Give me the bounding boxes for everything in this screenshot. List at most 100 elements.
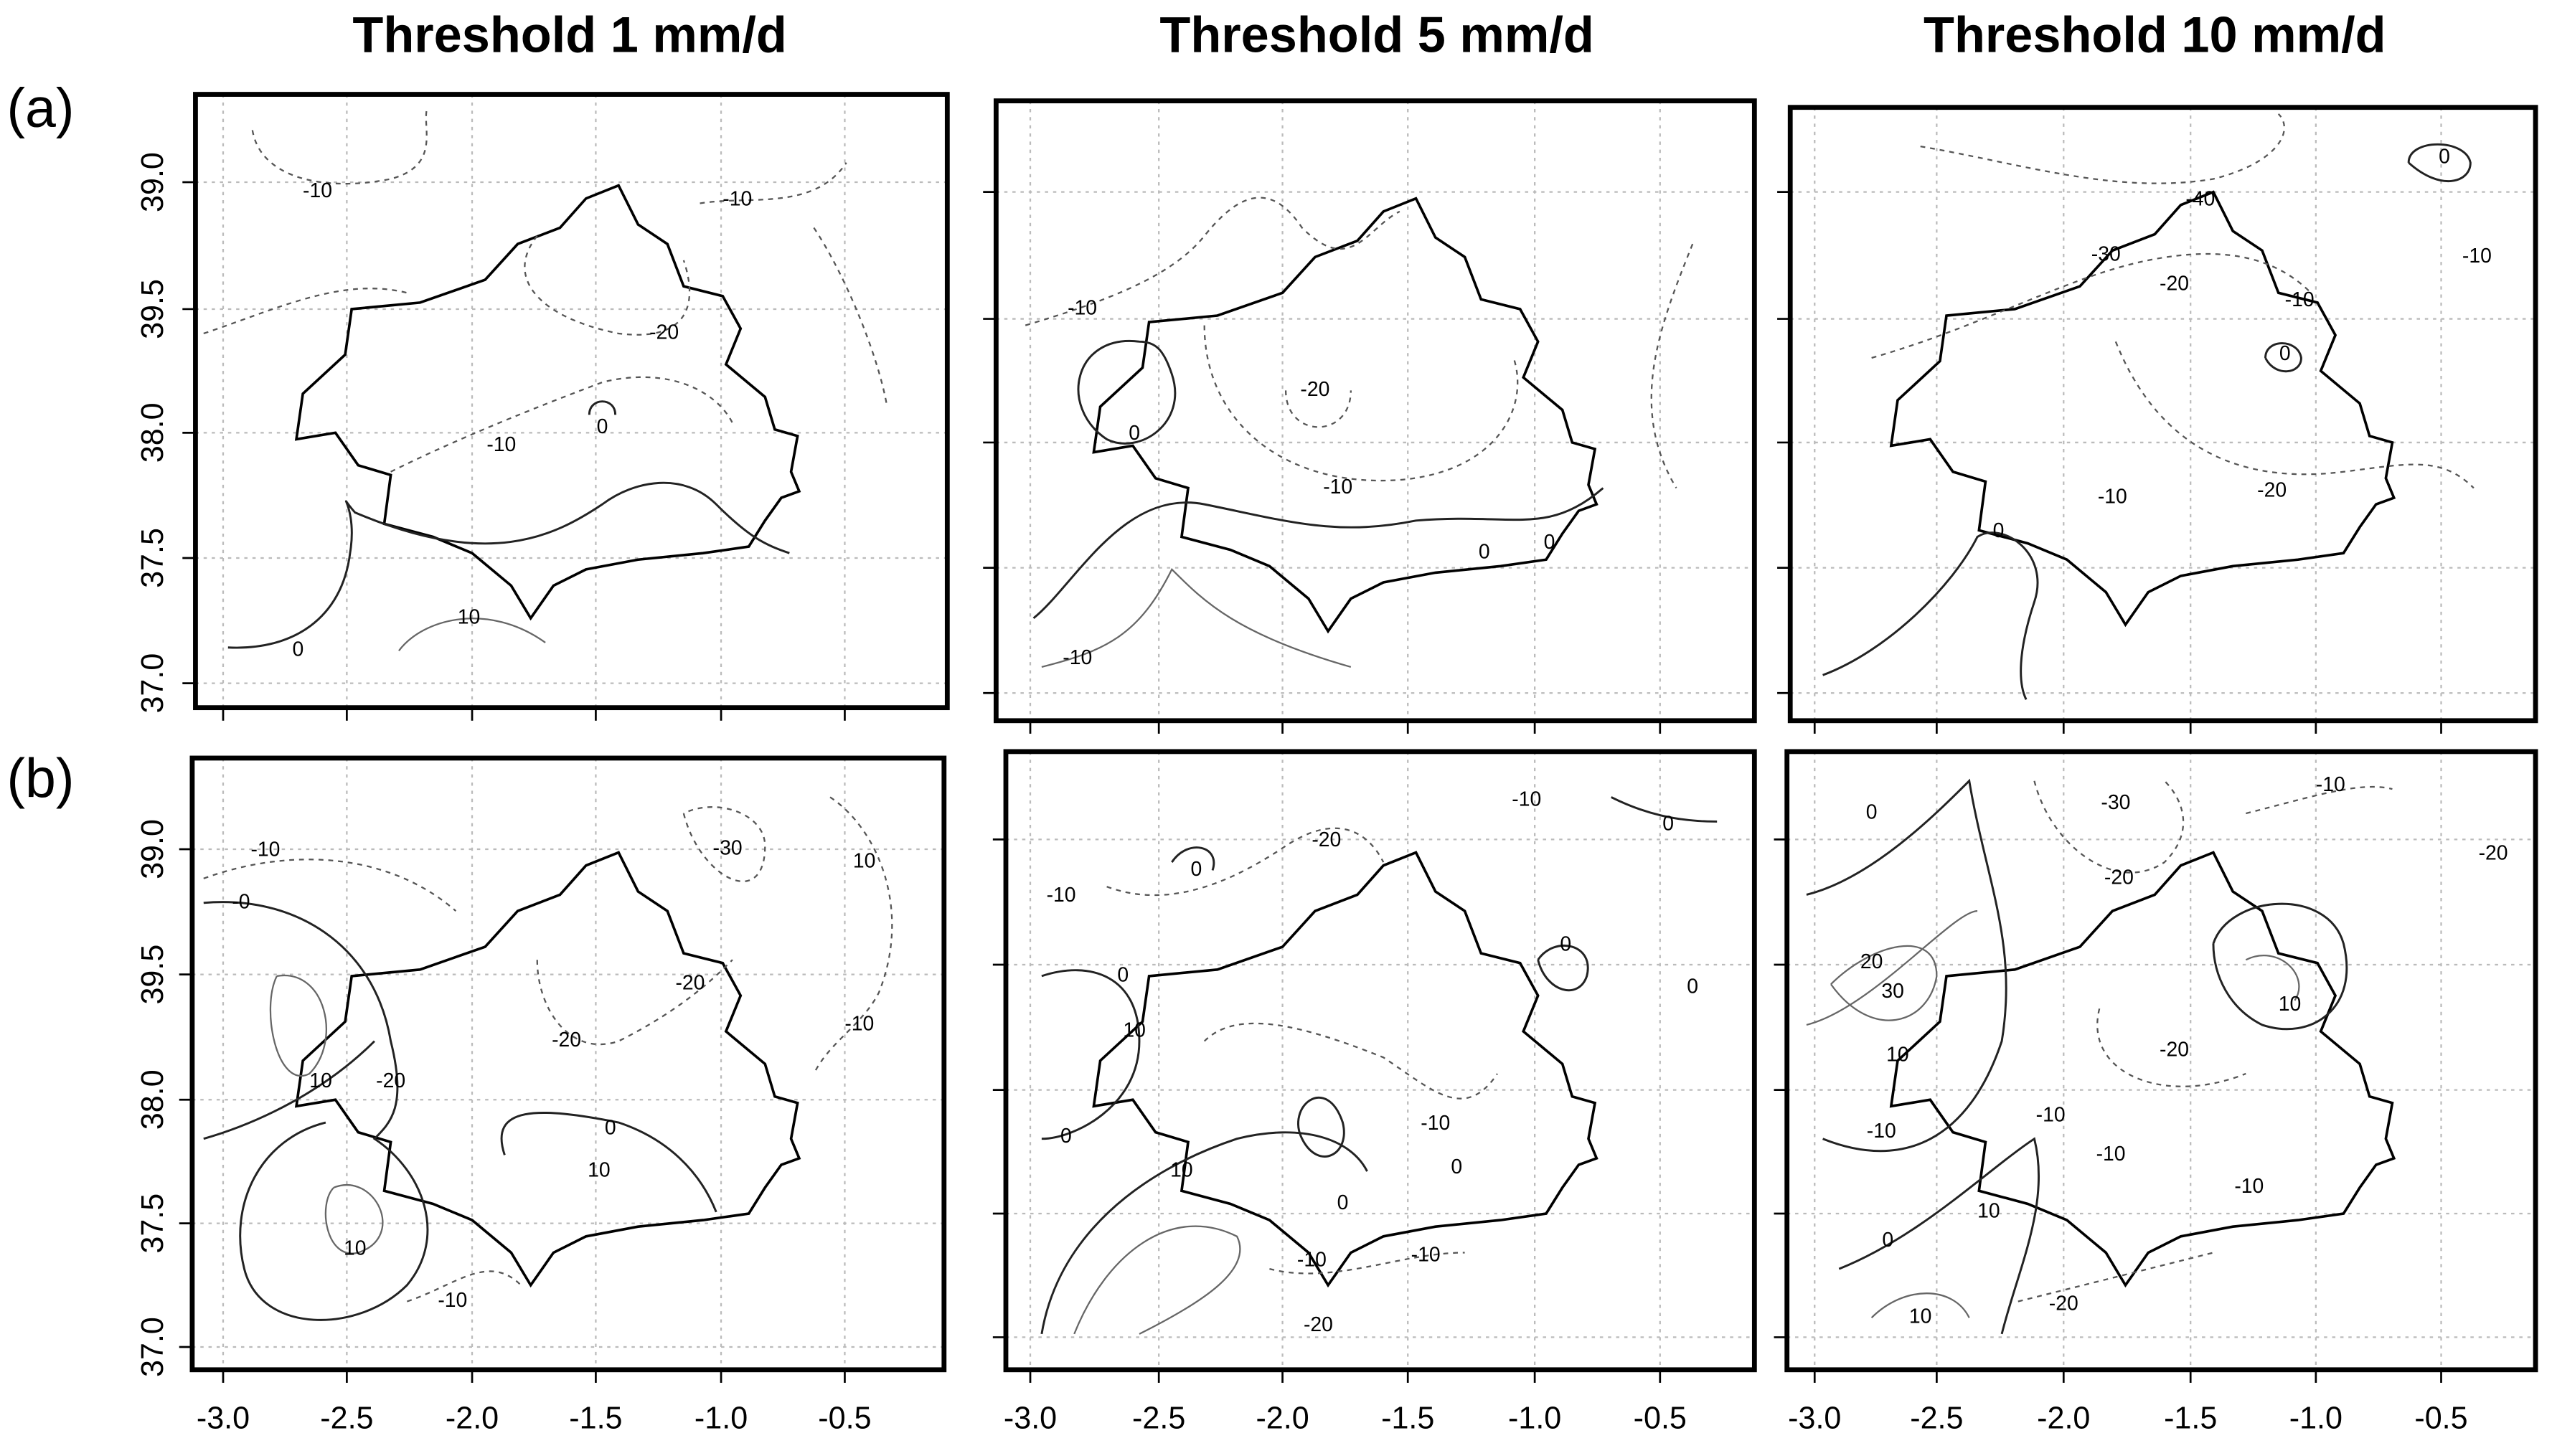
contour-label: -10 [2096, 1143, 2126, 1166]
contour-label: 20 [1860, 950, 1883, 973]
contour-label: -10 [1421, 1112, 1450, 1135]
contour-label: 10 [1123, 1018, 1146, 1041]
x-tick-label: -2.5 [1132, 1401, 1185, 1435]
contour-label: -10 [1047, 884, 1076, 907]
contour-label: 0 [597, 415, 608, 438]
contour-label: -10 [844, 1012, 874, 1035]
panel-frame [1784, 749, 2538, 1373]
region-outline [295, 851, 801, 1287]
contour-label: -10 [1512, 788, 1541, 810]
contour-label: 10 [2279, 993, 2302, 1016]
x-tick-label: -1.5 [2164, 1401, 2217, 1435]
contour-label: -10 [2098, 486, 2127, 509]
panel-frame [1787, 105, 2538, 724]
contour-label: 0 [1060, 1125, 1072, 1148]
contour-label: -10 [2462, 245, 2492, 268]
x-tick-label: -3.0 [197, 1401, 250, 1435]
contour-label: 10 [853, 850, 876, 873]
contour-label: 30 [1881, 980, 1904, 1003]
contour-label: -10 [1323, 476, 1352, 498]
contours-b3 [1806, 778, 2393, 1335]
contour-label: -10 [722, 187, 752, 210]
contour-label: 0 [292, 638, 303, 661]
contour-label: -10 [250, 838, 280, 861]
contour-label: -10 [1297, 1248, 1327, 1271]
contour-label: -40 [2185, 187, 2215, 210]
contours-b2 [1040, 796, 1718, 1335]
contour-label: -10 [1411, 1244, 1441, 1267]
contour-label: 0 [1117, 963, 1129, 986]
x-tick-label: -1.5 [1381, 1401, 1434, 1435]
contour-label: -20 [675, 972, 705, 995]
panel-frame [193, 92, 950, 711]
contour-label: 0 [1451, 1155, 1462, 1178]
contour-label: -0 [232, 890, 250, 913]
contour-label: -20 [1312, 828, 1341, 851]
panel-frame [189, 755, 947, 1373]
contour-label: -10 [2285, 288, 2315, 311]
contour-label: -10 [1068, 296, 1097, 319]
contour-label: 0 [1687, 975, 1698, 998]
contour-label: 0 [1560, 932, 1571, 955]
contour-label: 10 [458, 605, 481, 628]
contour-label: -30 [2101, 791, 2130, 814]
row-label: (a) [6, 77, 74, 139]
contour-label: 0 [1882, 1229, 1893, 1252]
column-title: Threshold 10 mm/d [1924, 6, 2386, 63]
contour-label: -20 [1300, 378, 1329, 401]
contour-label: 10 [588, 1159, 611, 1182]
region-outline [295, 184, 801, 620]
contour-label: -20 [376, 1069, 405, 1092]
x-tick-label: -1.0 [694, 1401, 748, 1435]
contour-label: 0 [2439, 145, 2450, 168]
contours-b1 [203, 796, 893, 1321]
y-tick-label: 39.0 [136, 819, 170, 879]
contour-label: -20 [2257, 478, 2287, 501]
x-tick-label: -2.0 [1256, 1401, 1309, 1435]
x-tick-label: -3.0 [1788, 1401, 1841, 1435]
contour-label: -20 [649, 321, 679, 344]
contour-label: 0 [1337, 1191, 1349, 1214]
contour-label: 10 [344, 1237, 367, 1259]
contour-label: 10 [1909, 1305, 1932, 1328]
contour-label: 10 [1170, 1159, 1193, 1182]
y-tick-label: 39.5 [136, 945, 170, 1005]
contour-label: 0 [1129, 422, 1140, 445]
contour-label: -10 [2316, 773, 2345, 796]
contour-label: -30 [713, 836, 743, 859]
y-tick-label: 37.5 [136, 528, 170, 588]
region-outline [1092, 851, 1598, 1287]
contour-label: 0 [1479, 541, 1490, 564]
x-tick-label: -0.5 [2414, 1401, 2467, 1435]
y-tick-label: 37.0 [136, 653, 170, 714]
region-outline [1890, 851, 2396, 1287]
contour-label: -10 [1063, 646, 1092, 669]
contour-label: 0 [1866, 801, 1878, 824]
contour-label: 0 [605, 1117, 616, 1140]
y-tick-label: 37.0 [136, 1317, 170, 1377]
x-tick-label: -1.0 [2289, 1401, 2343, 1435]
contour-label: 0 [1662, 812, 1674, 835]
contour-label: -20 [2049, 1292, 2078, 1315]
column-title: Threshold 5 mm/d [1159, 6, 1593, 63]
x-tick-label: -2.5 [320, 1401, 373, 1435]
contours-a3 [1822, 113, 2475, 700]
contour-label: -10 [1867, 1120, 1896, 1143]
y-tick-label: 38.0 [136, 1069, 170, 1130]
x-tick-label: -0.5 [1634, 1401, 1687, 1435]
contours-a1 [203, 110, 888, 651]
contour-label: 0 [1993, 519, 2005, 542]
contour-label: 10 [1977, 1199, 2000, 1222]
x-tick-label: -3.0 [1004, 1401, 1057, 1435]
contour-label: -10 [2036, 1103, 2066, 1126]
contour-label: 0 [2279, 342, 2291, 365]
contour-label: -30 [2091, 243, 2121, 266]
y-tick-label: 39.0 [136, 152, 170, 212]
region-outline [1890, 190, 2396, 626]
panel-frame [1003, 749, 1757, 1373]
y-tick-label: 37.5 [136, 1193, 170, 1254]
contour-label: -20 [2479, 841, 2508, 864]
contour-label: 10 [309, 1069, 332, 1092]
